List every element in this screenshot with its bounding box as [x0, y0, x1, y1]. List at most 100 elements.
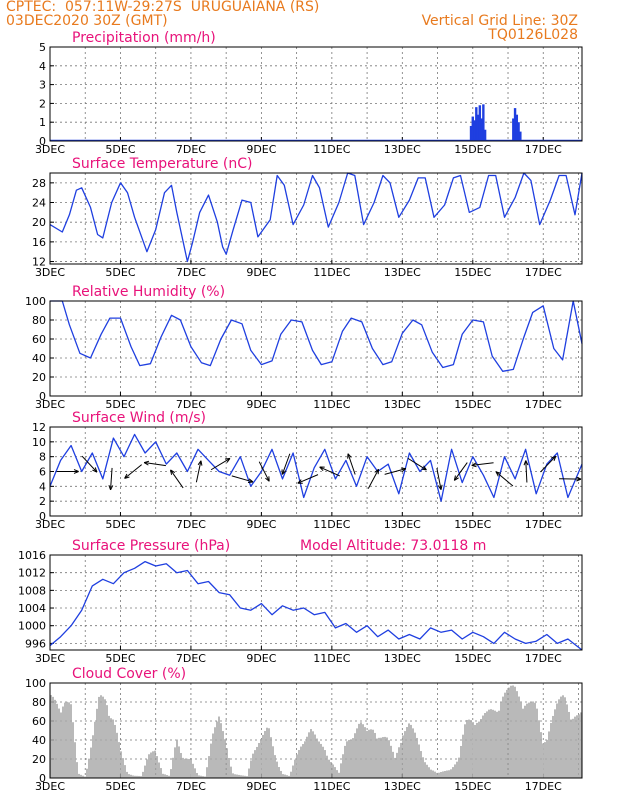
- x-tick-label: 11DEC: [313, 652, 350, 665]
- wind-arrow-head: [92, 467, 98, 473]
- x-tick-label: 3DEC: [35, 266, 65, 279]
- wind-arrow-head: [453, 475, 459, 481]
- cloud-bar: [114, 724, 116, 778]
- cloud-bar: [426, 764, 428, 778]
- cloud-bar: [306, 736, 308, 778]
- cloud-bar: [246, 776, 248, 778]
- cloud-bar: [200, 775, 202, 778]
- cloud-bar: [510, 685, 512, 778]
- cloud-bar: [512, 685, 514, 778]
- cloud-bar: [292, 765, 294, 778]
- precip-bar: [517, 122, 520, 141]
- wind-arrow-head: [471, 462, 477, 468]
- cloud-bar: [428, 767, 430, 778]
- cloud-bar: [142, 771, 144, 778]
- x-tick-label: 17DEC: [525, 652, 562, 665]
- x-tick-label: 9DEC: [246, 266, 276, 279]
- y-tick-label: 12: [32, 256, 46, 269]
- cloud-bar: [226, 748, 228, 778]
- cloud-bar: [240, 775, 242, 778]
- cloud-bar: [502, 696, 504, 778]
- cloud-bar: [320, 743, 322, 778]
- cloud-bar: [414, 732, 416, 778]
- cloud-bar: [164, 774, 166, 778]
- cloud-bar: [400, 742, 402, 778]
- precip-bar: [519, 131, 522, 141]
- cloud-bar: [314, 734, 316, 778]
- precip-bar: [512, 118, 515, 141]
- cloud-bar: [214, 727, 216, 778]
- panel-title: Cloud Cover (%): [72, 666, 186, 682]
- wind-arrow: [195, 460, 202, 483]
- cloud-bar: [264, 730, 266, 778]
- cloud-bar: [560, 696, 562, 778]
- panel-frame: [49, 554, 583, 651]
- cloud-bar: [110, 718, 112, 778]
- cloud-bar: [382, 737, 384, 778]
- cloud-bar: [368, 729, 370, 778]
- wind-arrow: [210, 457, 231, 471]
- cloud-bar: [156, 756, 158, 778]
- x-tick-label: 5DEC: [105, 780, 135, 793]
- y-tick-label: 24: [32, 197, 46, 210]
- cloud-bar: [534, 702, 536, 778]
- cloud-bar: [518, 696, 520, 778]
- wind-arrow: [124, 464, 143, 479]
- panel-3: Surface Wind (m/s) 0 2 46 8 10 12 3DEC 5DEC 7DEC 9…: [32, 410, 583, 531]
- header-station-line: CPTEC: 057:11W-29:27S URUGUAIANA (RS): [6, 0, 320, 15]
- cloud-bar: [484, 712, 486, 778]
- x-tick-label: 3DEC: [35, 398, 65, 411]
- cloud-bar: [262, 734, 264, 778]
- cloud-bar: [286, 775, 288, 778]
- cloud-bar: [134, 775, 136, 778]
- cloud-bar: [508, 687, 510, 778]
- cloud-bar: [522, 708, 524, 778]
- wind-arrow-head: [143, 460, 150, 466]
- cloud-bar: [366, 730, 368, 778]
- wind-arrow-head: [265, 476, 270, 482]
- precip-bar: [471, 116, 474, 141]
- cloud-bar: [242, 775, 244, 778]
- cloud-bar: [372, 729, 374, 778]
- cloud-bar: [496, 711, 498, 778]
- wind-arrow: [347, 453, 356, 475]
- cloud-bar: [180, 752, 182, 778]
- wind-arrow: [281, 453, 291, 475]
- cloud-bar: [342, 754, 344, 778]
- cloud-bar: [570, 719, 572, 778]
- y-tick-label: 20: [32, 371, 46, 384]
- cloud-bar: [486, 711, 488, 778]
- cloud-bar: [404, 731, 406, 778]
- cloud-bar: [402, 735, 404, 778]
- cloud-bar: [130, 774, 132, 778]
- cloud-bar: [170, 769, 172, 778]
- cloud-bar: [360, 722, 362, 778]
- cloud-bar: [448, 770, 450, 778]
- cloud-bar: [82, 775, 84, 778]
- x-tick-label: 7DEC: [176, 266, 206, 279]
- x-tick-label: 5DEC: [105, 518, 135, 531]
- cloud-bar: [244, 775, 246, 778]
- cloud-bar: [332, 764, 334, 778]
- wind-arrow: [170, 469, 184, 489]
- cloud-bar: [112, 719, 114, 778]
- x-tick-label: 7DEC: [176, 143, 206, 156]
- y-tick-label: 8: [39, 451, 46, 464]
- x-tick-label: 11DEC: [313, 266, 350, 279]
- cloud-bar: [198, 775, 200, 778]
- cloud-bar: [396, 752, 398, 778]
- x-tick-label: 11DEC: [313, 518, 350, 531]
- cloud-bar: [572, 718, 574, 778]
- cloud-bar: [282, 774, 284, 778]
- y-tick-label: 996: [25, 637, 46, 650]
- wind-arrow: [384, 468, 407, 475]
- cloud-bar: [436, 772, 438, 778]
- cloud-bar: [78, 773, 80, 778]
- wind-arrow: [297, 474, 319, 484]
- precip-bar: [483, 129, 487, 141]
- cloud-bar: [154, 750, 156, 778]
- cloud-bar: [76, 762, 78, 778]
- precip-bar: [478, 105, 482, 141]
- cloud-bar: [458, 757, 460, 778]
- x-tick-label: 9DEC: [246, 780, 276, 793]
